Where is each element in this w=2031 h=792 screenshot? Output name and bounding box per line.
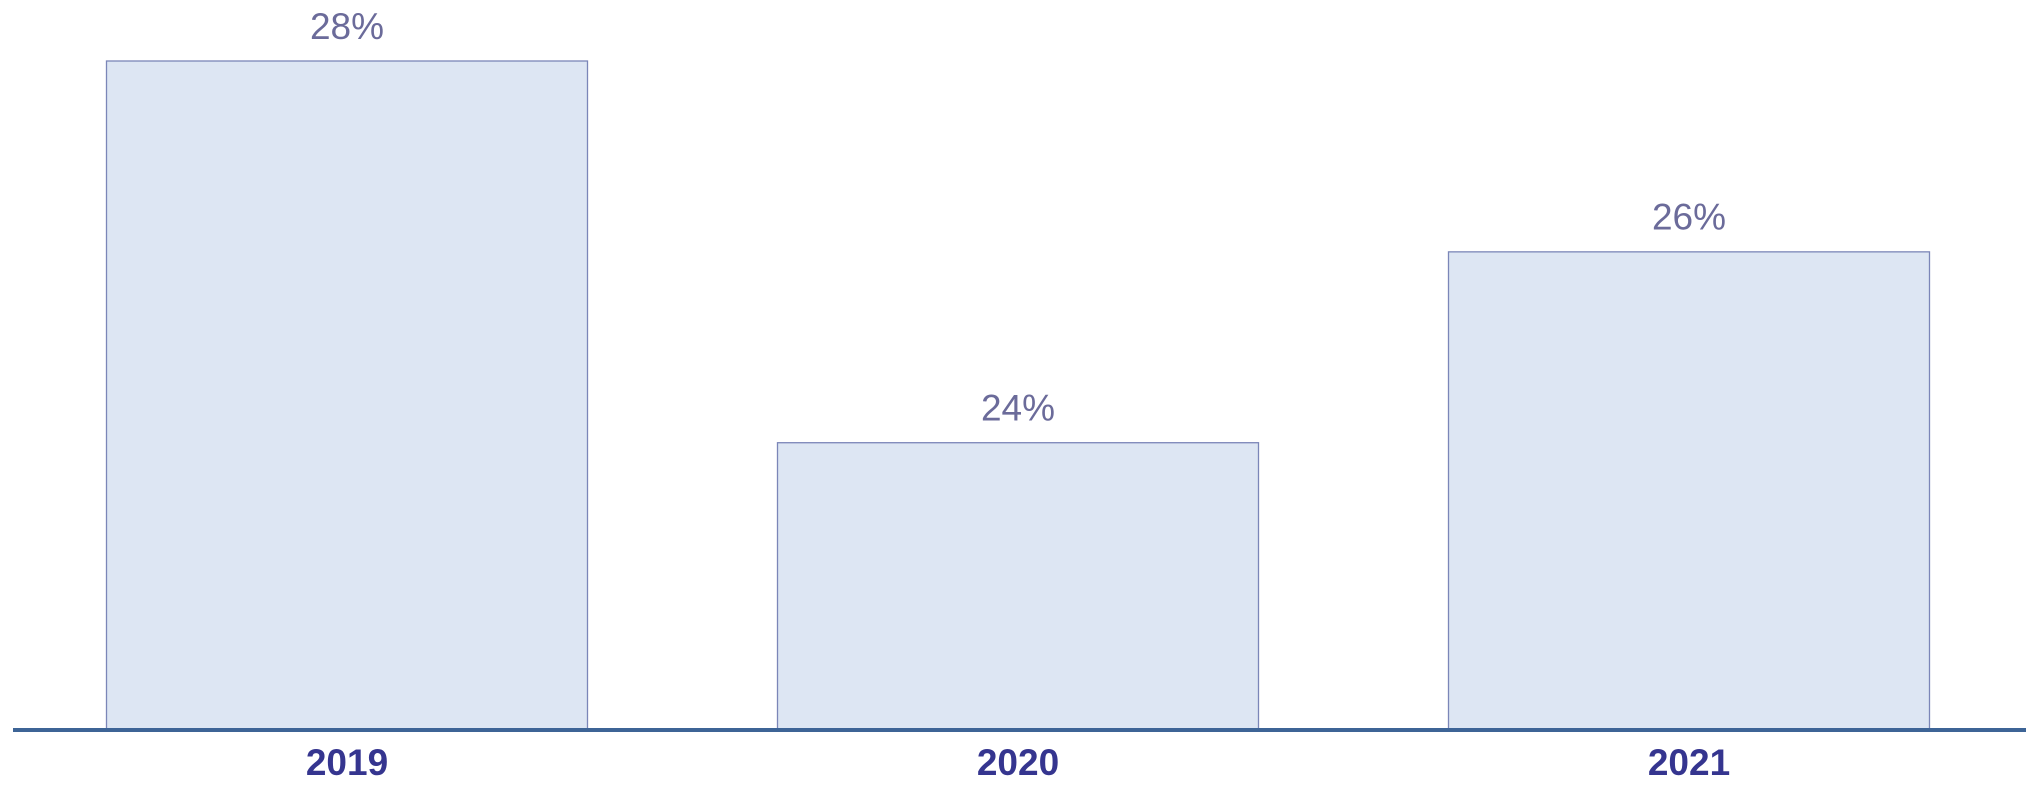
value-label: 28% — [310, 6, 384, 47]
value-label: 24% — [981, 387, 1055, 428]
bar — [1447, 251, 1931, 730]
x-tick-label: 2021 — [1648, 742, 1730, 783]
bar — [105, 60, 589, 730]
value-label: 26% — [1652, 197, 1726, 238]
x-tick-label: 2020 — [977, 742, 1059, 783]
bar — [776, 442, 1260, 730]
x-tick-label: 2019 — [306, 742, 388, 783]
